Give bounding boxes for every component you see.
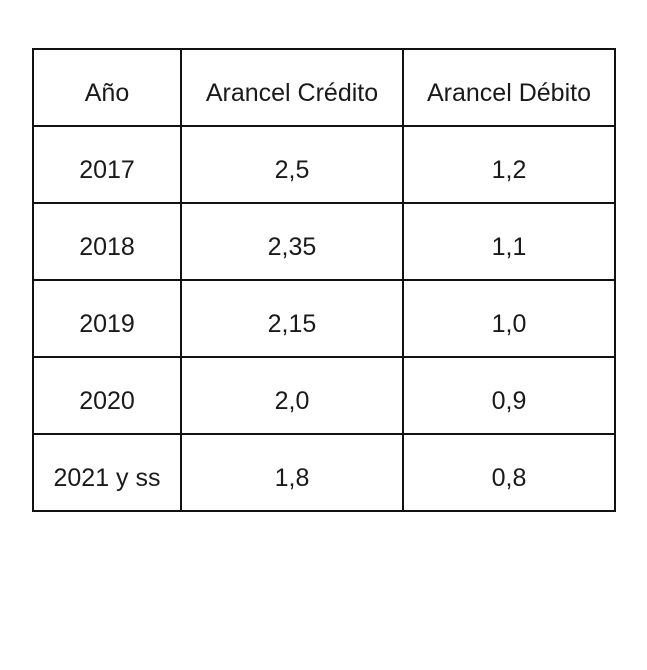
fee-table: Año Arancel Crédito Arancel Débito 2017 … [32,48,616,512]
table-row: 2018 2,35 1,1 [32,202,616,281]
header-year: Año [32,48,182,127]
debit-fee-cell: 0,8 [402,433,616,512]
debit-fee-cell: 1,2 [402,125,616,204]
credit-fee-cell: 2,15 [180,279,404,358]
year-cell: 2018 [32,202,182,281]
year-cell: 2021 y ss [32,433,182,512]
table-row: 2019 2,15 1,0 [32,279,616,358]
debit-fee-cell: 1,0 [402,279,616,358]
credit-fee-cell: 2,0 [180,356,404,435]
header-debit-fee: Arancel Débito [402,48,616,127]
debit-fee-cell: 0,9 [402,356,616,435]
credit-fee-cell: 2,35 [180,202,404,281]
table-row: 2017 2,5 1,2 [32,125,616,204]
year-cell: 2019 [32,279,182,358]
table-row: 2021 y ss 1,8 0,8 [32,433,616,512]
credit-fee-cell: 1,8 [180,433,404,512]
year-cell: 2017 [32,125,182,204]
table-row: 2020 2,0 0,9 [32,356,616,435]
debit-fee-cell: 1,1 [402,202,616,281]
credit-fee-cell: 2,5 [180,125,404,204]
table-header-row: Año Arancel Crédito Arancel Débito [32,48,616,127]
year-cell: 2020 [32,356,182,435]
header-credit-fee: Arancel Crédito [180,48,404,127]
